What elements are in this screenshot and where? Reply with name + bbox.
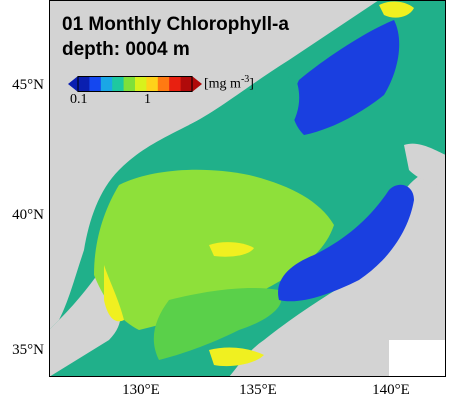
colorbar-segment xyxy=(146,76,159,92)
sea-deepblue-east xyxy=(278,184,414,302)
sea-teal-north xyxy=(189,75,300,150)
unmapped-area xyxy=(389,340,446,377)
colorbar-border xyxy=(77,76,193,92)
sea-deepblue-north xyxy=(292,20,400,135)
colorbar-tick-label: 1 xyxy=(144,92,151,107)
colorbar-segment xyxy=(78,76,90,92)
colorbar xyxy=(68,76,202,92)
lon-label-140e: 140°E xyxy=(372,382,410,398)
lon-label-135e: 135°E xyxy=(239,382,277,398)
lat-label-40n: 40°N xyxy=(12,207,44,223)
colorbar-segments xyxy=(78,76,193,92)
map-subtitle-depth: depth: 0004 m xyxy=(62,39,190,60)
lon-label-130e: 130°E xyxy=(122,382,160,398)
map-border xyxy=(49,0,446,377)
colorbar-segment xyxy=(169,76,182,92)
map-title: 01 Monthly Chlorophyll-a xyxy=(62,14,289,35)
colorbar-low-arrow xyxy=(68,76,78,92)
colorbar-tick-label: 0.1 xyxy=(70,92,88,107)
colorbar-unit: [mg m-3] xyxy=(204,74,254,92)
colorbar-high-arrow xyxy=(192,76,202,92)
colorbar-segment xyxy=(100,76,113,92)
colorbar-segment xyxy=(135,76,147,92)
land-japan xyxy=(229,160,446,377)
sea-green-south xyxy=(153,288,282,360)
lat-label-35n: 35°N xyxy=(12,342,44,358)
colorbar-segment xyxy=(89,76,102,92)
colorbar-segment xyxy=(123,76,136,92)
colorbar-segment xyxy=(112,76,125,92)
land-hokkaido xyxy=(404,143,446,185)
sea-yellow-coast-south xyxy=(209,347,264,367)
lat-label-45n: 45°N xyxy=(12,77,44,93)
sea-yellow-coast-korea xyxy=(104,265,124,322)
sea-yellow-coast-north xyxy=(379,1,414,18)
colorbar-segment xyxy=(157,76,170,92)
sea-yellow-patch-center xyxy=(209,242,254,257)
colorbar-unit-exponent: -3 xyxy=(240,74,250,85)
colorbar-segment xyxy=(180,76,193,92)
